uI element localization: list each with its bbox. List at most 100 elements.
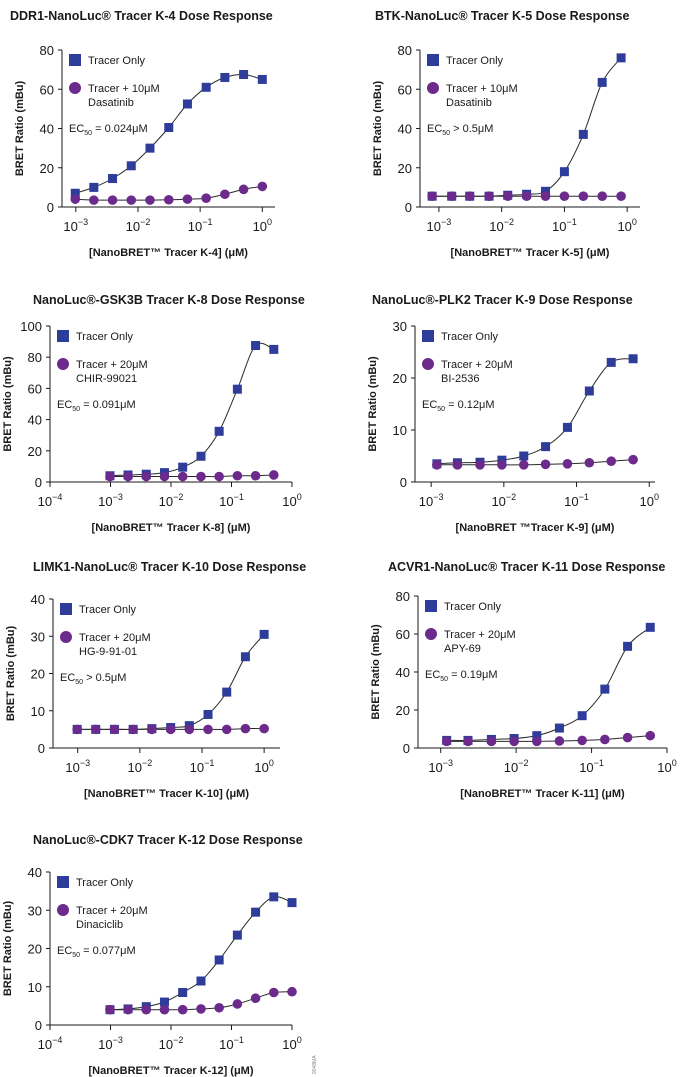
data-point-tracer-plus — [214, 471, 224, 482]
y-tick-label: 0 — [47, 200, 54, 215]
x-tick-label: 10−1 — [579, 758, 604, 775]
y-tick-label: 80 — [398, 43, 412, 58]
y-tick-label: 20 — [396, 703, 410, 718]
x-tick-label: 10−2 — [491, 492, 516, 509]
y-tick-label: 30 — [393, 319, 407, 334]
data-point-tracer-only — [616, 53, 626, 63]
data-point-tracer-only — [220, 72, 230, 82]
data-point-tracer-only — [554, 723, 564, 733]
data-point-tracer-plus — [141, 471, 152, 482]
y-tick-label: 80 — [40, 43, 54, 58]
data-point-tracer-only — [178, 987, 188, 997]
x-tick-label: 10−2 — [127, 758, 152, 775]
data-point-tracer-plus — [184, 724, 195, 735]
x-axis-label: [NanoBRET™ Tracer K-4] (μM) — [89, 247, 248, 259]
data-point-tracer-plus — [540, 459, 551, 470]
data-point-tracer-only — [251, 341, 261, 350]
x-tick-label: 100 — [253, 217, 272, 234]
x-tick-label: 10−2 — [504, 758, 529, 775]
ec50-annotation: EC50 = 0.19μM — [425, 669, 498, 683]
legend-label-inhibitor: BI-2536 — [441, 373, 480, 385]
data-point-tracer-plus — [196, 471, 206, 482]
chart-title: LIMK1-NanoLuc® Tracer K-10 Dose Response — [33, 560, 306, 574]
x-tick-label: 100 — [254, 758, 273, 775]
data-point-tracer-only — [578, 129, 588, 139]
y-axis-label: BRET Ratio (mBu) — [367, 356, 379, 452]
x-tick-label: 100 — [640, 492, 659, 509]
y-tick-label: 40 — [398, 122, 412, 137]
legend-label: Tracer Only — [76, 877, 134, 889]
data-point-tracer-plus — [268, 987, 279, 998]
legend-marker-square — [57, 876, 69, 888]
data-point-tracer-plus — [532, 736, 542, 747]
legend-label: Tracer + 10μM — [88, 83, 160, 95]
legend-marker-square — [57, 330, 69, 342]
data-point-tracer-plus — [105, 471, 115, 482]
y-tick-label: 20 — [393, 371, 407, 386]
data-point-tracer-plus — [165, 724, 176, 735]
y-tick-label: 10 — [393, 423, 407, 438]
y-axis-label: BRET Ratio (mBu) — [5, 626, 17, 722]
x-axis-label: [NanoBRET™ Tracer K-5] (μM) — [451, 247, 610, 259]
data-point-tracer-only — [269, 892, 279, 902]
y-tick-label: 60 — [398, 82, 412, 97]
chart-title: ACVR1-NanoLuc® Tracer K-11 Dose Response — [388, 560, 665, 574]
legend-label: Tracer + 20μM — [79, 632, 151, 644]
data-point-tracer-plus — [123, 471, 133, 482]
data-point-tracer-plus — [141, 1004, 152, 1015]
data-point-tracer-plus — [107, 195, 118, 205]
data-point-tracer-plus — [250, 470, 261, 481]
chart-panel-1: DDR1-NanoLuc® Tracer K-4 Dose Response 0 2… — [10, 9, 275, 259]
legend-marker-square — [60, 603, 72, 615]
y-tick-label: 0 — [35, 1018, 42, 1033]
data-point-tracer-plus — [452, 460, 463, 470]
data-point-tracer-plus — [123, 1004, 133, 1015]
y-tick-label: 10 — [28, 980, 42, 995]
y-tick-label: 20 — [398, 161, 412, 176]
x-axis-label: [NanoBRET™ Tracer K-11] (μM) — [460, 788, 625, 800]
chart-panel-6: ACVR1-NanoLuc® Tracer K-11 Dose Response… — [370, 560, 677, 800]
legend-marker-circle — [57, 904, 69, 916]
data-point-tracer-plus — [221, 724, 232, 735]
data-point-tracer-only — [269, 344, 279, 354]
legend-marker-square — [425, 600, 437, 612]
x-tick-label: 10−2 — [159, 492, 184, 509]
y-tick-label: 0 — [403, 741, 410, 756]
y-tick-label: 20 — [28, 942, 42, 957]
data-point-tracer-plus — [559, 191, 570, 202]
data-point-tracer-only — [257, 74, 267, 84]
x-axis-label: [NanoBRET™ Tracer K-8] (μM) — [92, 522, 251, 534]
data-point-tracer-plus — [159, 1004, 170, 1015]
data-point-tracer-plus — [441, 736, 452, 747]
y-tick-label: 20 — [28, 444, 42, 459]
data-point-tracer-only — [519, 451, 529, 461]
x-tick-label: 10−2 — [159, 1035, 184, 1052]
legend-label-inhibitor: Dasatinib — [88, 97, 134, 109]
data-point-tracer-only — [259, 629, 269, 639]
chart-title: DDR1-NanoLuc® Tracer K-4 Dose Response — [10, 9, 273, 23]
data-point-tracer-only — [201, 82, 211, 92]
data-point-tracer-only — [541, 442, 551, 452]
data-point-tracer-plus — [257, 181, 268, 192]
data-point-tracer-plus — [554, 736, 565, 746]
legend-marker-circle — [422, 358, 434, 370]
data-point-tracer-plus — [600, 734, 610, 745]
ec50-annotation: EC50 > 0.5μM — [427, 123, 493, 137]
data-point-tracer-only — [214, 955, 224, 965]
data-point-tracer-only — [628, 354, 638, 364]
data-point-tracer-only — [645, 622, 655, 632]
legend-label: Tracer Only — [444, 601, 502, 613]
x-tick-label: 100 — [657, 758, 676, 775]
y-tick-label: 20 — [31, 667, 45, 682]
data-point-tracer-plus — [238, 184, 249, 195]
legend-label: Tracer Only — [446, 55, 504, 67]
data-point-tracer-plus — [232, 470, 243, 481]
data-point-tracer-plus — [147, 724, 157, 735]
ec50-annotation: EC50 = 0.024μM — [69, 123, 148, 137]
data-point-tracer-only — [214, 426, 224, 436]
data-point-tracer-plus — [259, 723, 269, 734]
data-point-tracer-only — [145, 143, 155, 153]
y-axis-label: BRET Ratio (mBu) — [372, 81, 384, 177]
data-point-tracer-plus — [203, 724, 213, 735]
legend-marker-square — [422, 330, 434, 342]
